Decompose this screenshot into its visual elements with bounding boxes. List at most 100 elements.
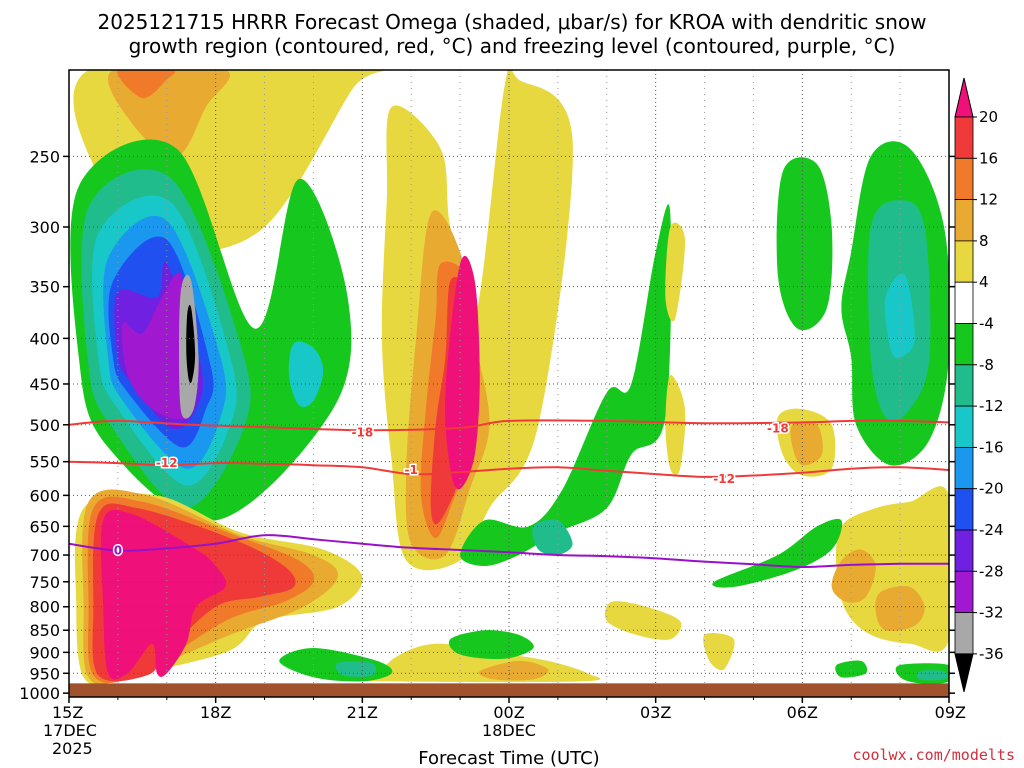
colorbar-label: -28	[979, 562, 1004, 580]
colorbar-label: 12	[979, 191, 998, 209]
colorbar-label: 4	[979, 273, 989, 291]
omega-region-38	[604, 601, 682, 640]
y-tick-label: 600	[29, 486, 60, 505]
ground-band	[69, 683, 949, 697]
dgz-line--12	[69, 460, 949, 478]
contour-label: -1	[403, 462, 419, 479]
contour-label: -18	[350, 424, 375, 441]
freezing-line	[69, 534, 949, 569]
omega-region-30	[875, 586, 925, 632]
contour-label: -12	[154, 455, 179, 472]
x-tick-label: 03Z	[640, 703, 671, 722]
colorbar-swatch	[954, 157, 974, 201]
omega-region-35	[100, 509, 227, 680]
omega-region-46	[712, 518, 843, 588]
colorbar-label: -12	[979, 397, 1004, 415]
omega-region-20	[665, 222, 686, 322]
y-tick-label: 500	[29, 416, 60, 435]
y-axis: 250 300 350 400 450 500 550 600 650 700 750 800 850 9…	[19, 147, 955, 703]
contour-label-text: -18	[767, 422, 789, 436]
colorbar-label: 16	[979, 149, 998, 167]
omega-region-40	[279, 648, 393, 682]
omega-region-12	[288, 341, 324, 408]
omega-region-29	[831, 549, 876, 603]
omega-region-11	[186, 304, 196, 384]
chart-title-line-1: 2025121715 HRRR Forecast Omega (shaded, …	[98, 10, 927, 34]
y-tick-label: 700	[29, 546, 60, 565]
colorbar-swatch	[954, 405, 974, 448]
contour-label-text: -12	[156, 456, 178, 470]
colorbar-label: -24	[979, 521, 1004, 539]
y-tick-label: 750	[29, 573, 60, 592]
y-tick-label: 850	[29, 621, 60, 640]
chart-title-line-2: growth region (contoured, red, °C) and f…	[129, 34, 896, 58]
colorbar-label: -16	[979, 438, 1004, 456]
x-tick-label: 09Z	[935, 703, 966, 722]
colorbar-swatch	[954, 116, 974, 159]
omega-region-9	[121, 272, 192, 420]
colorbar-label: -32	[979, 604, 1004, 622]
omega-region-18	[460, 204, 672, 566]
contour-label: -18	[766, 420, 791, 437]
credit-text: coolwx.com/modelts	[852, 746, 1015, 764]
y-tick-label: 550	[29, 453, 60, 472]
y-tick-label: 650	[29, 517, 60, 536]
omega-region-23	[790, 421, 823, 466]
colorbar-swatch	[954, 199, 974, 242]
x-tick-label: 00Z	[493, 703, 524, 722]
omega-region-17	[445, 255, 480, 490]
y-tick-label: 300	[29, 218, 60, 237]
plot-area	[69, 70, 949, 697]
omega-region-19	[532, 519, 573, 556]
x-tick-date: 18DEC	[482, 721, 536, 740]
colorbar-swatch	[954, 240, 974, 283]
colorbar-label: 20	[979, 108, 998, 126]
omega-region-43	[835, 660, 868, 678]
colorbar-swatch	[954, 446, 974, 490]
y-tick-label: 400	[29, 329, 60, 348]
colorbar-label: 8	[979, 232, 989, 250]
colorbar-bottom-arrow	[954, 653, 974, 693]
x-axis-label: Forecast Time (UTC)	[418, 748, 599, 768]
ground-fill	[69, 683, 949, 697]
omega-region-42	[448, 630, 534, 660]
colorbar-top-arrow	[954, 77, 974, 118]
y-tick-label: 250	[29, 147, 60, 166]
omega-region-45	[916, 670, 948, 681]
colorbar-swatch	[954, 323, 974, 366]
omega-region-37	[478, 660, 549, 681]
y-tick-label: 450	[29, 375, 60, 394]
contour-label-text: -1	[405, 463, 418, 477]
x-tick-label: 21Z	[347, 703, 378, 722]
y-tick-label: 350	[29, 278, 60, 297]
colorbar-swatch	[954, 281, 974, 324]
omega-shading	[70, 70, 949, 685]
y-tick-label: 800	[29, 598, 60, 617]
x-tick-label: 06Z	[787, 703, 818, 722]
y-tick-label: 950	[29, 664, 60, 683]
colorbar-label: -4	[979, 315, 994, 333]
x-tick-date: 17DEC	[43, 721, 97, 740]
omega-region-24	[776, 157, 833, 331]
omega-region-27	[884, 273, 915, 358]
colorbar-swatch	[954, 529, 974, 572]
colorbar-swatch	[954, 612, 974, 655]
contour-label-text: -12	[713, 472, 735, 486]
colorbar-label: -20	[979, 480, 1004, 498]
colorbar-swatch	[954, 488, 974, 531]
dgz-line--18	[69, 419, 949, 432]
contour-lines	[69, 419, 949, 569]
x-tick-label: 15Z	[52, 703, 83, 722]
omega-region-39	[703, 633, 735, 671]
x-tick-label: 18Z	[200, 703, 231, 722]
y-tick-label: 1000	[19, 684, 60, 703]
omega-region-41	[335, 661, 377, 677]
colorbar-swatch	[954, 570, 974, 613]
y-tick-label: 900	[29, 643, 60, 662]
contour-label-text: 0	[114, 544, 122, 558]
colorbar-swatch	[954, 364, 974, 407]
contour-label: 0	[112, 542, 123, 559]
x-tick-year: 2025	[52, 739, 93, 758]
